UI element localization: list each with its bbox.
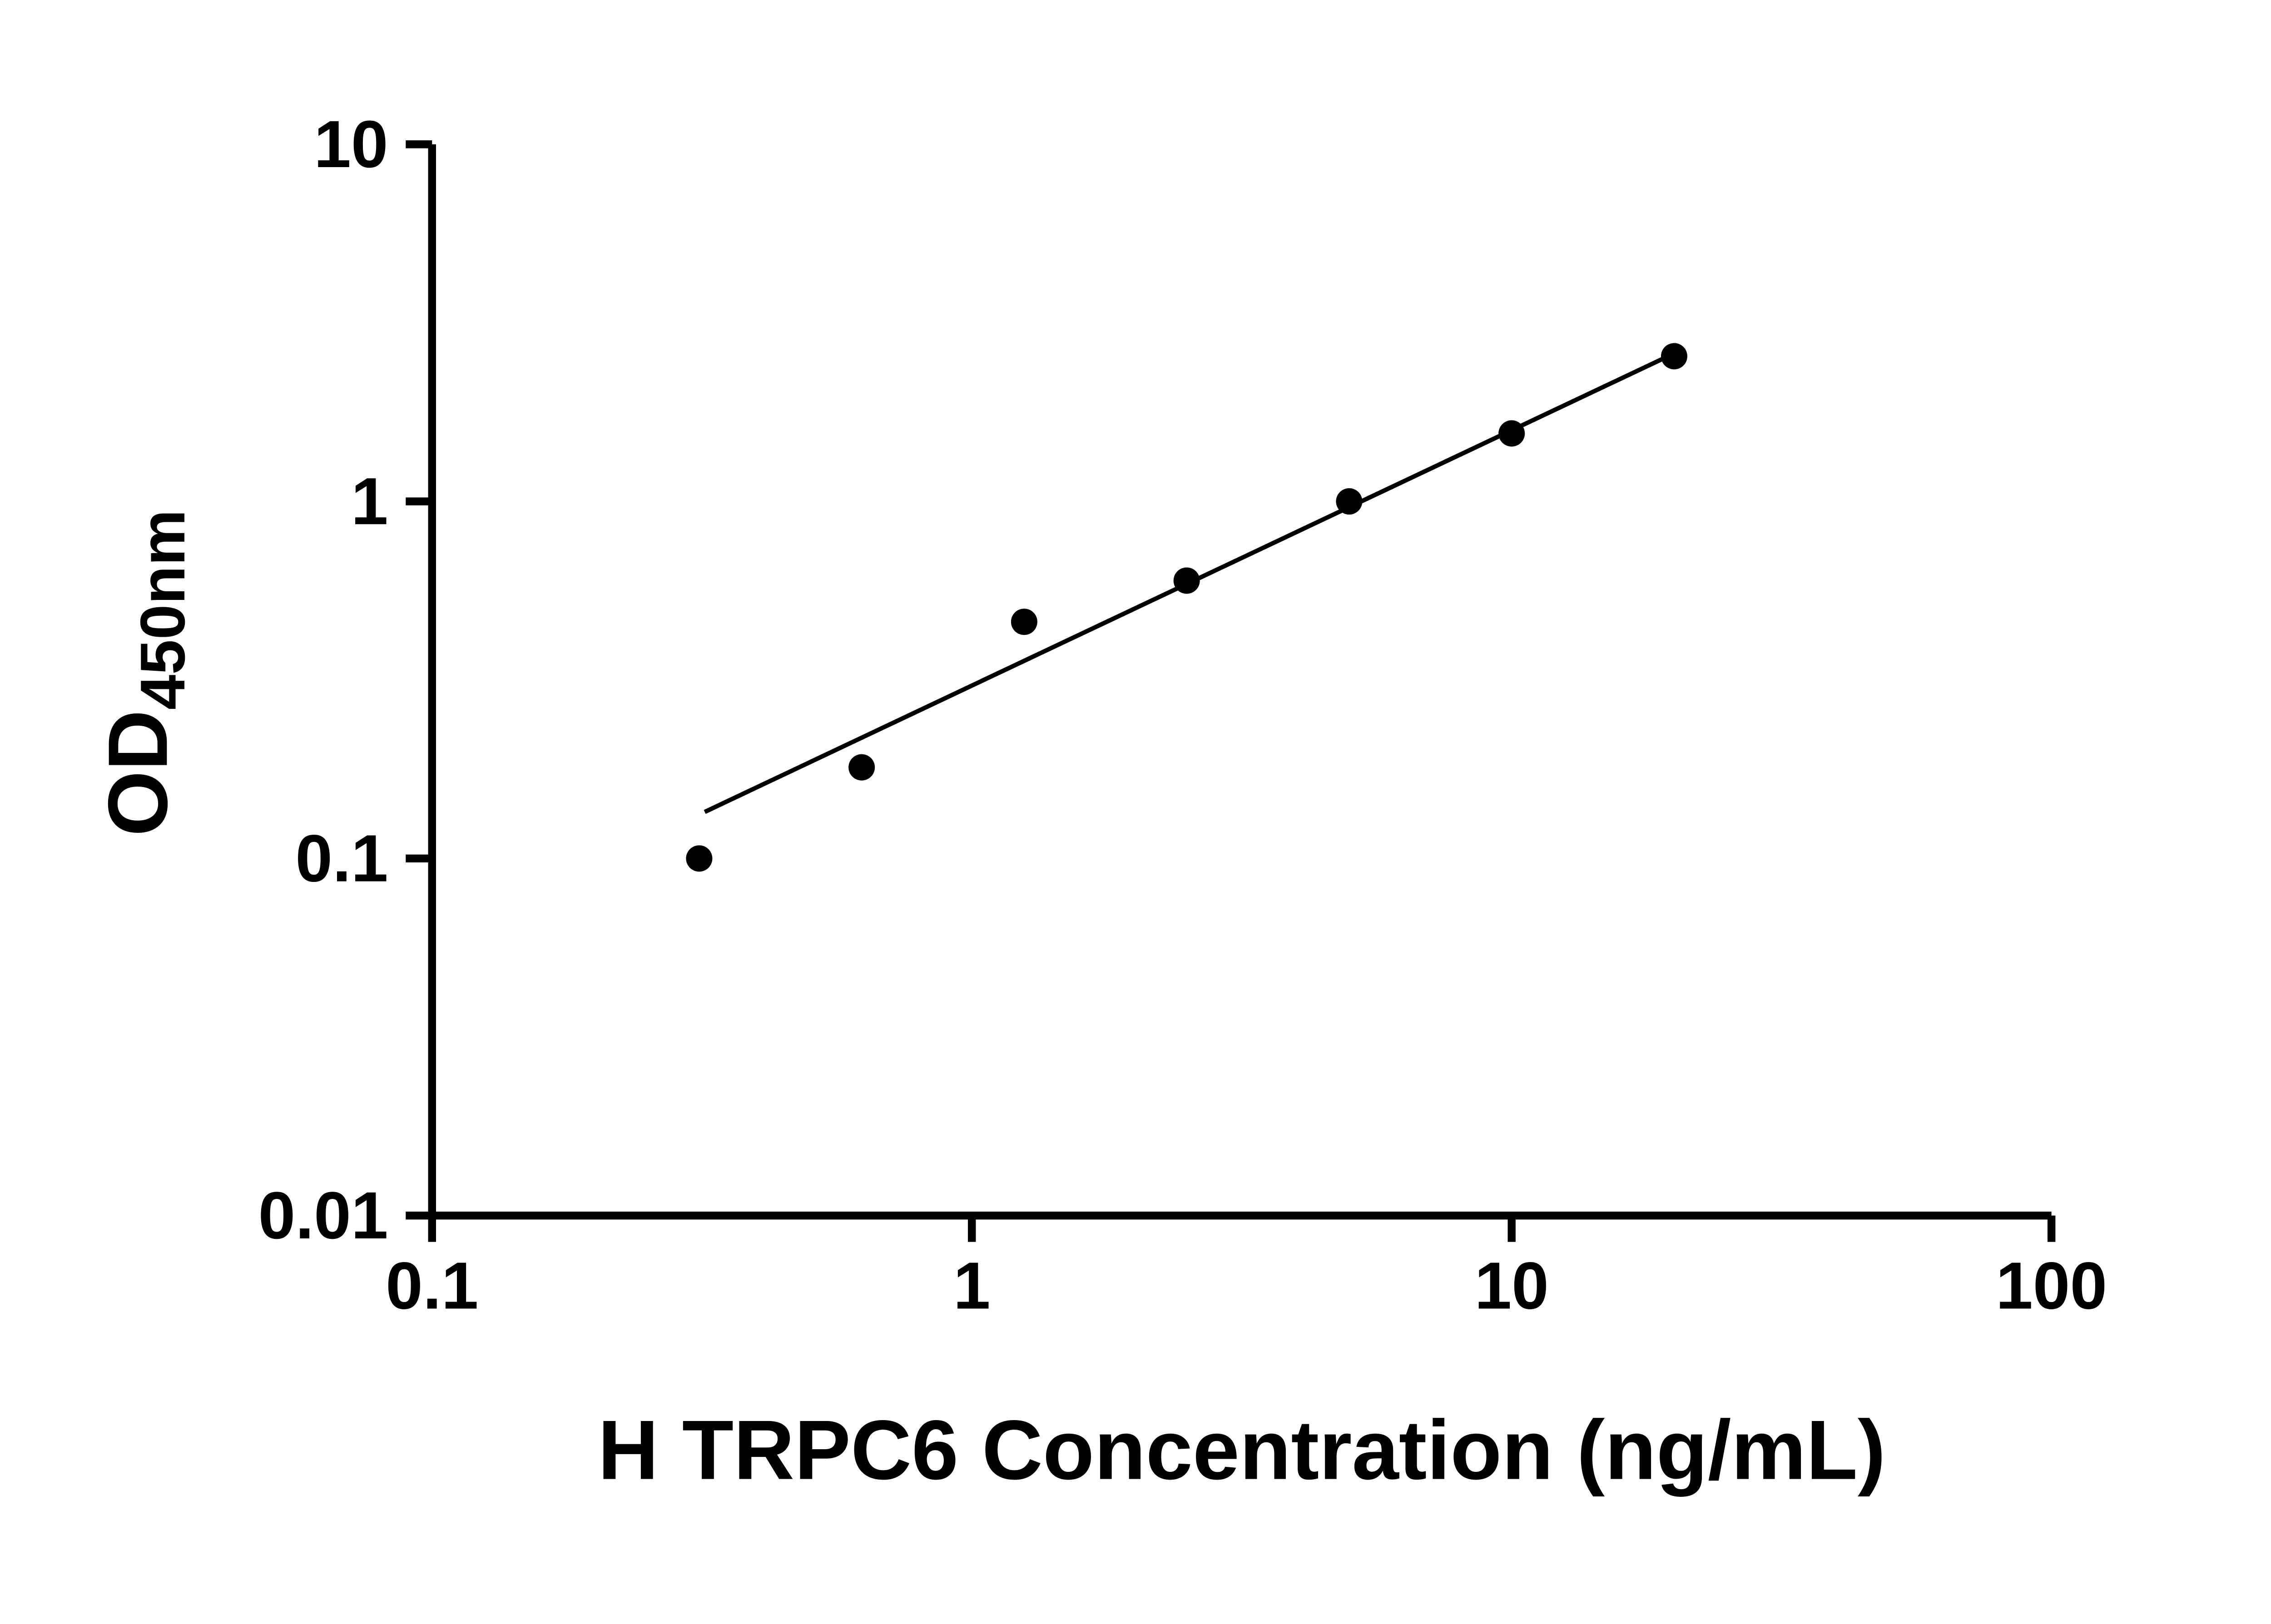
- data-point: [1173, 567, 1200, 594]
- data-point: [1336, 488, 1363, 515]
- y-tick-label: 0.1: [295, 822, 388, 896]
- elisa-standard-curve-figure: 0.1 1 10 100 0.01 0.1 1 10 H TRPC6 Concentration…: [91, 107, 2107, 1497]
- data-point: [848, 754, 875, 781]
- x-tick-label: 100: [1996, 1249, 2107, 1323]
- data-point: [1011, 609, 1037, 635]
- y-tick-label: 0.01: [258, 1178, 388, 1253]
- y-tick-label: 1: [351, 464, 388, 539]
- x-tick-label: 10: [1474, 1249, 1548, 1323]
- data-point: [1498, 420, 1525, 447]
- y-axis-title-subscript: 450nm: [127, 510, 198, 710]
- y-axis-title-main: OD: [91, 710, 185, 836]
- x-tick-label: 1: [953, 1249, 991, 1323]
- y-axis-title: OD450nm: [91, 510, 198, 836]
- data-point: [1661, 343, 1687, 370]
- data-point: [686, 845, 713, 872]
- y-tick-label: 10: [314, 107, 388, 182]
- x-tick-label: 0.1: [386, 1249, 478, 1323]
- axes-line: [428, 144, 2052, 1220]
- x-axis-title: H TRPC6 Concentration (ng/mL): [598, 1403, 1886, 1497]
